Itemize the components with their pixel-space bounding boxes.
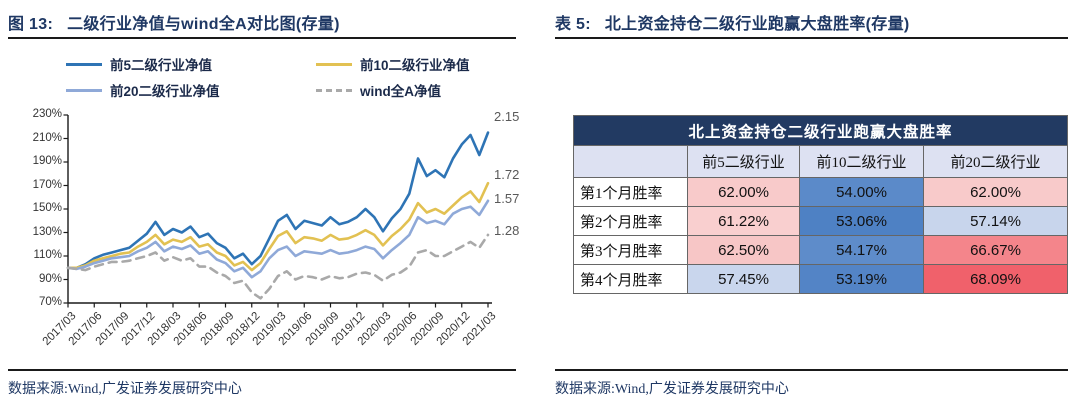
win-rate-cell: 61.22% [687,206,800,236]
y-axis-tick-label: 70% [38,296,62,308]
footer-rule [555,369,1068,371]
row-label: 第1个月胜率 [573,177,688,207]
legend-label: 前10二级行业净值 [360,58,470,73]
y-axis-tick-label: 130% [32,225,62,238]
column-header-2: 前10二级行业 [799,145,924,178]
row-label: 第4个月胜率 [573,264,688,294]
win-rate-cell: 54.17% [799,235,924,265]
y-axis-tick-label: 190% [32,155,62,167]
series-end-value-label: 1.72 [494,167,520,183]
footer-rule [8,369,516,371]
legend-label: wind全A净值 [360,84,441,99]
win-rate-cell: 62.00% [687,177,800,207]
y-axis-tick-label: 230% [32,108,62,120]
win-rate-cell: 62.00% [922,177,1069,207]
table-title-prefix: 表 5: [555,16,591,33]
series-end-value-label: 2.15 [494,108,520,124]
table-banner: 北上资金持仓二级行业跑赢大盘胜率 [572,115,1069,146]
series-end-value-label: 1.28 [494,222,520,238]
legend-item-1: 前10二级行业净值 [316,55,536,73]
win-rate-cell: 57.14% [922,206,1069,236]
column-header-1: 前5二级行业 [687,145,800,178]
table-row: 第4个月胜率 57.45% 53.19% 68.09% [573,264,1069,294]
y-axis-tick-label: 170% [32,178,62,191]
legend-item-0: 前5二级行业净值 [66,55,316,73]
win-rate-cell: 53.06% [799,206,924,236]
win-rate-cell: 68.09% [922,264,1069,294]
legend-label: 前20二级行业净值 [110,84,220,99]
chart-title-prefix: 图 13: [8,16,54,33]
plot-svg [63,114,492,308]
legend-line-swatch [66,62,102,66]
data-source: 数据来源:Wind,广发证券发展研究中心 [8,382,242,397]
win-rate-cell: 53.19% [799,264,924,294]
chart-panel: 图 13: 二级行业净值与wind全A对比图(存量) 前5二级行业净值 前10二级行… [8,0,520,405]
table-title: 表 5: 北上资金持仓二级行业跑赢大盘胜率(存量) [555,10,910,34]
y-axis-tick-label: 110% [33,249,62,261]
legend-line-swatch [316,88,352,92]
win-rate-cell: 54.00% [799,177,924,207]
series-end-value-label: 1.57 [494,190,520,206]
title-underline [8,37,516,39]
chart-title-text: 二级行业净值与wind全A对比图(存量) [67,16,340,33]
legend-line-swatch [66,88,102,92]
win-rate-cell: 66.67% [922,235,1069,265]
win-rate-cell: 57.45% [687,264,800,294]
legend-line-swatch [316,62,352,66]
legend-label: 前5二级行业净值 [110,58,213,73]
data-source: 数据来源:Wind,广发证券发展研究中心 [555,382,789,397]
table-row: 第2个月胜率 61.22% 53.06% 57.14% [573,206,1069,236]
y-axis-tick-label: 90% [38,272,62,285]
column-header-3: 前20二级行业 [922,145,1069,178]
legend-item-3: wind全A净值 [316,81,536,99]
row-label: 第2个月胜率 [573,206,688,236]
table-row: 第3个月胜率 62.50% 54.17% 66.67% [573,235,1069,265]
y-axis-tick-label: 210% [32,131,62,144]
table-row: 第1个月胜率 62.00% 54.00% 62.00% [573,177,1069,207]
table-title-text: 北上资金持仓二级行业跑赢大盘胜率(存量) [604,16,910,33]
chart-title: 图 13: 二级行业净值与wind全A对比图(存量) [8,10,340,34]
legend-item-2: 前20二级行业净值 [66,81,316,99]
row-label: 第3个月胜率 [573,235,688,265]
win-rate-table: 北上资金持仓二级行业跑赢大盘胜率 前5二级行业 前10二级行业 前20二级行业 第1个月… [572,115,1069,294]
chart-legend: 前5二级行业净值 前10二级行业净值前20二级行业净值 wind全A净值 [66,55,536,99]
column-header-0 [573,145,688,178]
y-axis-tick-label: 150% [32,202,62,214]
win-rate-cell: 62.50% [687,235,800,265]
title-underline [555,37,1068,39]
table-panel: 表 5: 北上资金持仓二级行业跑赢大盘胜率(存量) 北上资金持仓二级行业跑赢大盘胜… [555,0,1072,405]
